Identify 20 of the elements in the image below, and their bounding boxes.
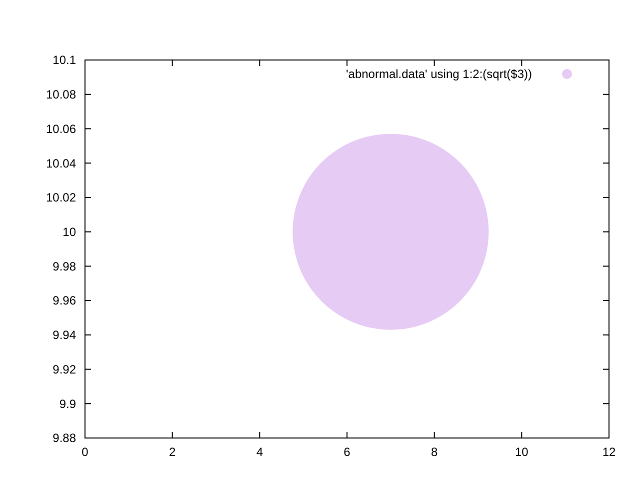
x-tick-label: 6: [344, 445, 351, 459]
y-tick-label: 10: [62, 225, 76, 240]
x-tick-label: 12: [602, 445, 616, 459]
y-tick-label: 9.92: [52, 362, 76, 376]
x-tick-label: 2: [168, 445, 176, 459]
y-tick-label: 10.04: [46, 156, 76, 170]
y-tick-label: 9.9: [59, 396, 76, 411]
y-tick-label: 9.88: [52, 431, 76, 446]
x-tick-label: 0: [82, 445, 89, 459]
y-tick-label: 10.06: [46, 122, 76, 136]
y-tick-label: 10.1: [52, 53, 76, 68]
y-tick-label: 10.08: [46, 88, 76, 102]
x-tick-label: 4: [256, 445, 264, 459]
y-tick-label: 9.94: [52, 328, 76, 342]
text: 'abnormal.data' using 1:2:(sqrt($3)): [346, 67, 532, 82]
y-tick-label: 9.96: [52, 294, 76, 308]
y-tick-label: 9.98: [52, 259, 76, 274]
x-tick-label: 10: [514, 445, 529, 459]
x-tick-label: 8: [430, 445, 438, 459]
y-tick-label: 10.02: [46, 190, 76, 205]
